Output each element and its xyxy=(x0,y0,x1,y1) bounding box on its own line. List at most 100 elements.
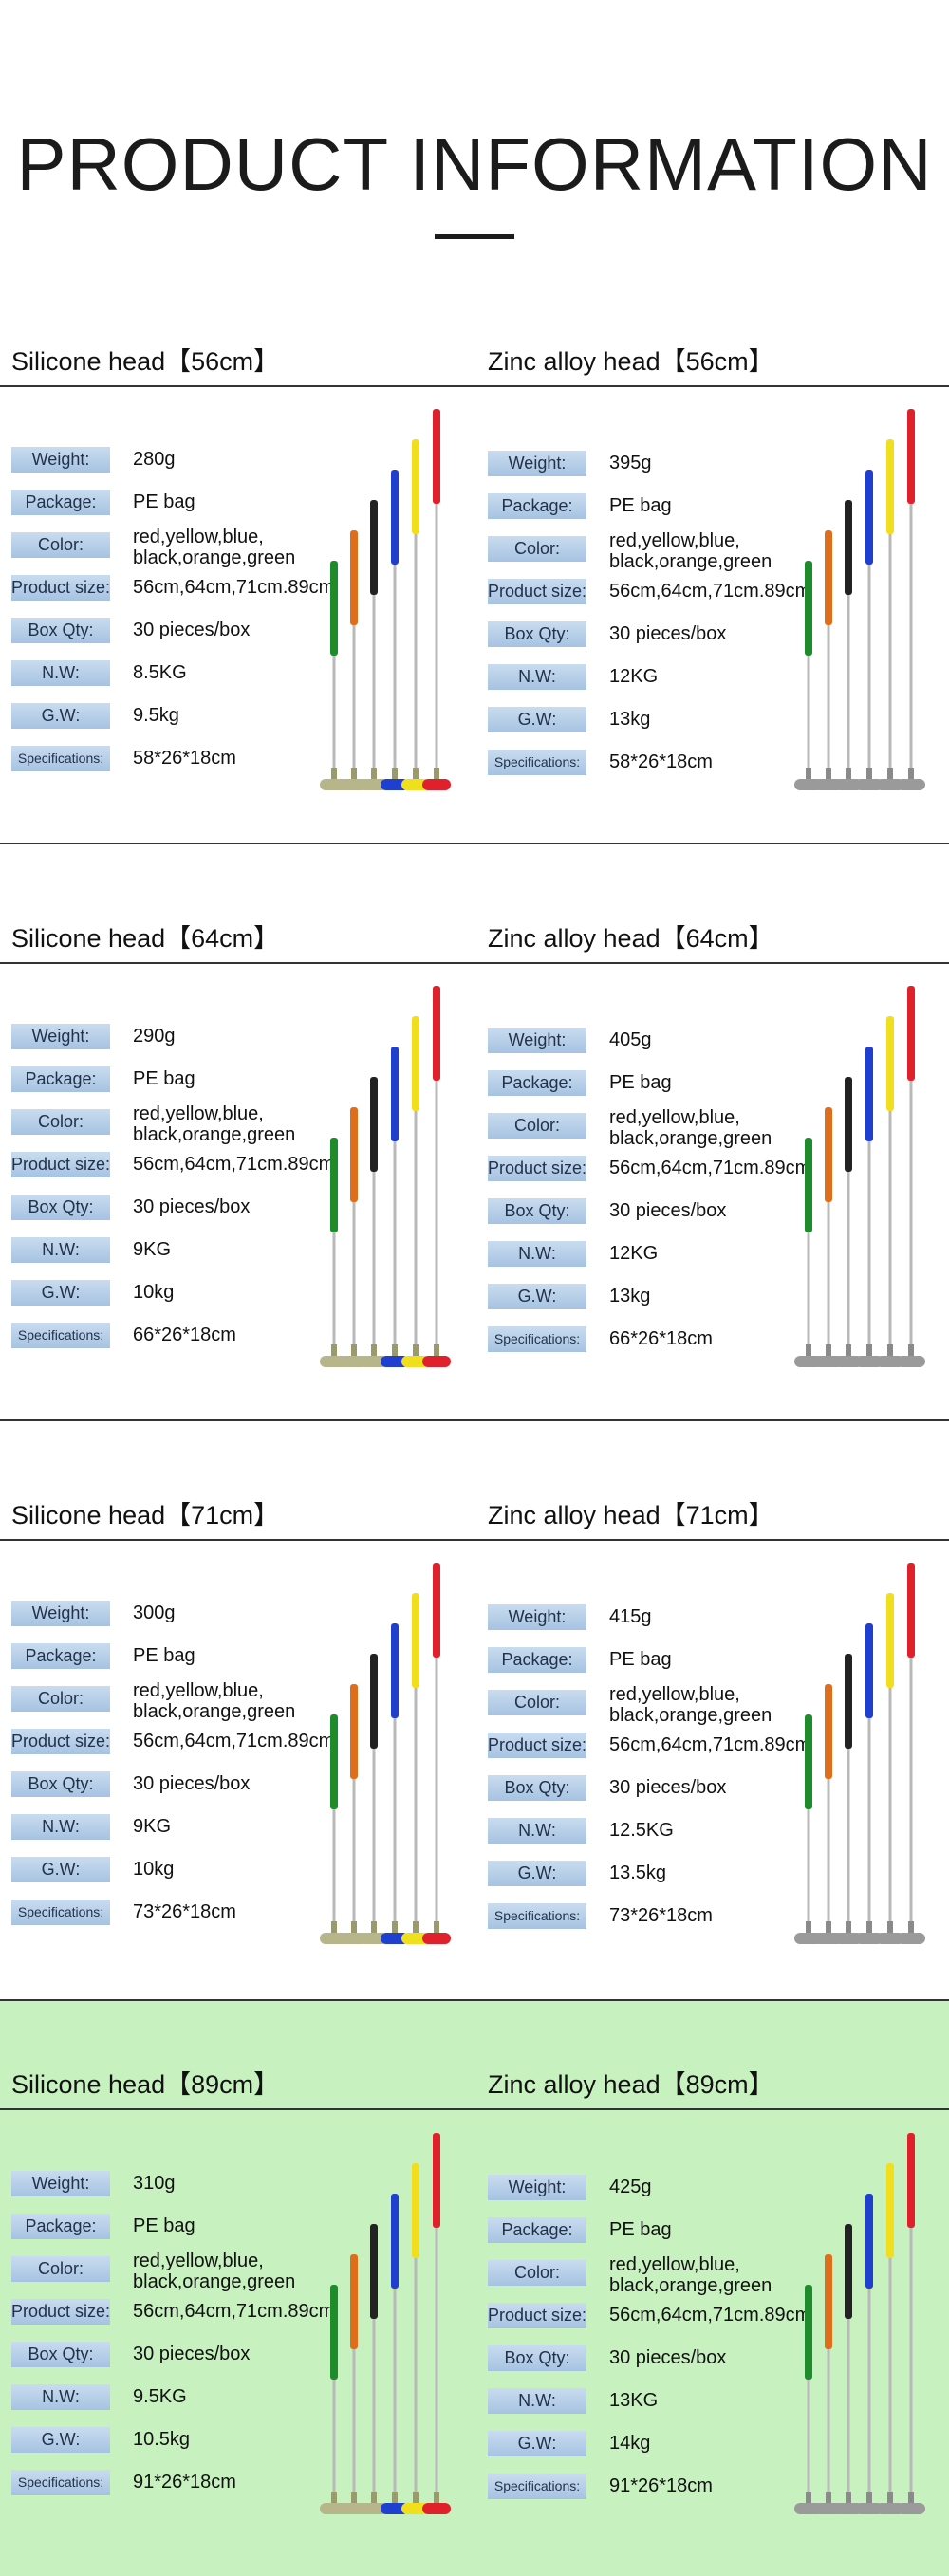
spec-label: Color: xyxy=(11,1686,110,1712)
putter-grip xyxy=(412,1593,419,1688)
spec-label: Specifications: xyxy=(11,2470,110,2495)
spec-label: Product size: xyxy=(11,1152,110,1177)
spec-row-product-size: Product size: 56cm,64cm,71cm.89cm xyxy=(488,1733,949,1775)
spec-label: Specifications: xyxy=(488,1326,586,1352)
spec-label: G.W: xyxy=(488,1284,586,1309)
putter-club xyxy=(422,986,451,1367)
putter-grip xyxy=(907,1563,915,1658)
putter-head xyxy=(401,2503,430,2514)
spec-label: Product size: xyxy=(11,1729,110,1754)
color-line: red,yellow,blue, xyxy=(133,1680,264,1701)
putter-club xyxy=(401,2163,430,2514)
spec-row-product-size: Product size: 56cm,64cm,71cm.89cm xyxy=(488,2303,949,2345)
putter-head xyxy=(360,1356,388,1367)
spec-row-nw: N.W: 9KG xyxy=(11,1814,476,1857)
putter-club xyxy=(381,1623,409,1944)
spec-value-gw: 10kg xyxy=(133,1282,175,1303)
product-heading: Silicone head【89cm】 xyxy=(11,2070,280,2099)
putter-club xyxy=(897,986,925,1367)
spec-value-product-size: 56cm,64cm,71cm.89cm xyxy=(609,1158,811,1178)
spec-value-weight: 310g xyxy=(133,2173,176,2194)
color-line: black,orange,green xyxy=(609,551,772,572)
spec-value-box-qty: 30 pieces/box xyxy=(609,1200,727,1221)
color-line: black,orange,green xyxy=(133,1701,296,1722)
putter-club xyxy=(897,2133,925,2514)
spec-row-box-qty: Box Qty: 30 pieces/box xyxy=(11,1195,476,1237)
silicone-head-column: Silicone head【71cm】 Weight: 300g Package: PE… xyxy=(0,1438,474,2015)
spec-value-gw: 13.5kg xyxy=(609,1863,667,1883)
putter-head xyxy=(422,1933,451,1944)
spec-row-color: Color: red,yellow,blue, black,orange,green xyxy=(488,1107,949,1156)
putter-grip xyxy=(330,561,338,656)
putter-shaft xyxy=(807,656,810,781)
putter-shaft xyxy=(867,1718,871,1935)
putter-head xyxy=(855,2503,884,2514)
putter-grip xyxy=(433,409,440,504)
putter-head xyxy=(855,1356,884,1367)
putter-grip xyxy=(370,500,378,595)
spec-row-weight: Weight: 395g xyxy=(488,451,949,493)
spec-row-specifications: Specifications: 91*26*18cm xyxy=(11,2470,476,2512)
spec-row-package: Package: PE bag xyxy=(11,2214,476,2256)
product-section: Silicone head【89cm】 Weight: 310g Package: PE… xyxy=(0,1999,949,2576)
spec-label: Product size: xyxy=(11,575,110,601)
putter-shaft xyxy=(847,1749,850,1935)
putter-shaft xyxy=(807,2380,810,2505)
heading-rule xyxy=(0,1539,949,1541)
spec-row-color: Color: red,yellow,blue, black,orange,green xyxy=(11,2251,476,2299)
color-line: red,yellow,blue, xyxy=(609,2254,740,2275)
putter-club xyxy=(855,1047,884,1367)
putter-club xyxy=(360,2224,388,2514)
putter-head xyxy=(876,779,904,790)
spec-value-package: PE bag xyxy=(609,2219,672,2240)
spec-value-weight: 395g xyxy=(609,453,652,473)
spec-value-weight: 415g xyxy=(609,1606,652,1627)
putter-grip xyxy=(825,1684,832,1779)
spec-row-box-qty: Box Qty: 30 pieces/box xyxy=(11,1771,476,1814)
spec-value-weight: 280g xyxy=(133,449,176,470)
spec-value-product-size: 56cm,64cm,71cm.89cm xyxy=(133,1731,335,1751)
spec-label: Package: xyxy=(11,1643,110,1669)
putter-shaft xyxy=(372,595,376,781)
silicone-putters-image xyxy=(320,2133,451,2514)
putter-grip xyxy=(825,1107,832,1202)
putter-club xyxy=(876,2163,904,2514)
spec-label: Box Qty: xyxy=(488,2345,586,2371)
spec-row-specifications: Specifications: 58*26*18cm xyxy=(488,750,949,792)
silicone-putters-image xyxy=(320,1563,451,1944)
putter-grip xyxy=(865,1047,873,1141)
putter-shaft xyxy=(332,656,336,781)
zinc-alloy-head-column: Zinc alloy head【56cm】 Weight: 395g Package:… xyxy=(476,285,949,862)
putter-grip xyxy=(865,1623,873,1718)
product-heading: Zinc alloy head【64cm】 xyxy=(488,924,774,953)
putter-shaft xyxy=(372,2319,376,2505)
product-heading: Zinc alloy head【89cm】 xyxy=(488,2070,774,2099)
spec-value-gw: 13kg xyxy=(609,1286,651,1307)
putter-grip xyxy=(412,1016,419,1111)
putter-grip xyxy=(805,1714,812,1809)
putter-grip xyxy=(370,1077,378,1172)
spec-label: Box Qty: xyxy=(488,621,586,647)
spec-value-weight: 290g xyxy=(133,1026,176,1047)
spec-row-package: Package: PE bag xyxy=(488,1070,949,1113)
spec-label: G.W: xyxy=(11,2427,110,2453)
putter-club xyxy=(401,1016,430,1367)
color-line: red,yellow,blue, xyxy=(609,1107,740,1128)
spec-row-color: Color: red,yellow,blue, black,orange,green xyxy=(11,527,476,575)
putter-head xyxy=(834,779,863,790)
spec-value-product-size: 56cm,64cm,71cm.89cm xyxy=(609,2305,811,2326)
putter-club xyxy=(340,1107,368,1367)
spec-value-color: red,yellow,blue, black,orange,green xyxy=(133,2251,332,2292)
putter-club xyxy=(897,1563,925,1944)
spec-value-nw: 9KG xyxy=(133,1239,172,1260)
putters-illustration xyxy=(313,980,465,1393)
spec-value-specifications: 66*26*18cm xyxy=(133,1325,236,1345)
putter-grip xyxy=(907,986,915,1081)
zinc-putters-image xyxy=(794,409,925,790)
page-title: PRODUCT INFORMATION xyxy=(16,122,933,206)
putter-grip xyxy=(805,561,812,656)
spec-row-specifications: Specifications: 66*26*18cm xyxy=(11,1323,476,1365)
spec-value-color: red,yellow,blue, black,orange,green xyxy=(609,1107,809,1149)
putter-head xyxy=(897,1356,925,1367)
spec-label: Specifications: xyxy=(488,750,586,775)
